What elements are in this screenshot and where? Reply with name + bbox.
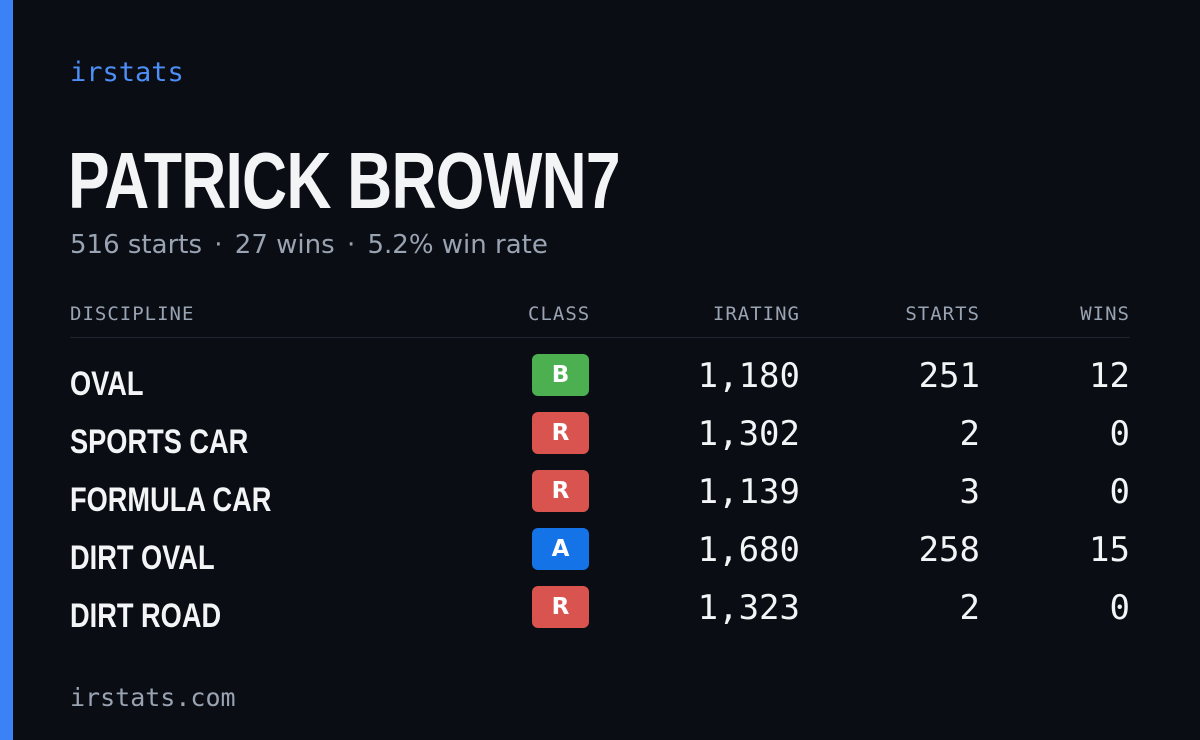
row-irating: 1,139 bbox=[697, 472, 800, 512]
class-badge: R bbox=[532, 586, 589, 628]
row-starts: 2 bbox=[959, 414, 980, 454]
row-discipline: DIRT OVAL bbox=[70, 539, 215, 577]
class-badge: B bbox=[532, 354, 589, 396]
row-starts: 3 bbox=[959, 472, 980, 512]
summary-wins: 27 wins bbox=[234, 230, 335, 260]
table-header: DISCIPLINE CLASS IRATING STARTS WINS bbox=[70, 300, 1130, 328]
player-summary: 516 starts · 27 wins · 5.2% win rate bbox=[70, 228, 548, 262]
header-discipline: DISCIPLINE bbox=[70, 303, 195, 325]
summary-starts: 516 starts bbox=[70, 230, 202, 260]
brand-logo-text: irstats bbox=[70, 57, 184, 88]
class-badge: R bbox=[532, 470, 589, 512]
table-row: FORMULA CAR R 1,139 3 0 bbox=[70, 470, 1130, 522]
table-row: OVAL B 1,180 251 12 bbox=[70, 354, 1130, 406]
summary-win-rate: 5.2% win rate bbox=[367, 230, 548, 260]
header-divider bbox=[70, 337, 1130, 338]
summary-separator: · bbox=[346, 230, 356, 260]
row-wins: 15 bbox=[1089, 530, 1130, 570]
header-wins: WINS bbox=[1080, 303, 1130, 325]
row-wins: 0 bbox=[1109, 588, 1130, 628]
row-discipline: SPORTS CAR bbox=[70, 423, 249, 461]
row-starts: 258 bbox=[918, 530, 980, 570]
row-irating: 1,302 bbox=[697, 414, 800, 454]
footer-url: irstats.com bbox=[70, 683, 236, 712]
player-name: PATRICK BROWN7 bbox=[68, 136, 621, 225]
row-discipline: OVAL bbox=[70, 365, 144, 403]
accent-bar bbox=[0, 0, 13, 740]
row-wins: 0 bbox=[1109, 472, 1130, 512]
header-irating: IRATING bbox=[712, 303, 800, 325]
row-irating: 1,180 bbox=[697, 356, 800, 396]
row-wins: 12 bbox=[1089, 356, 1130, 396]
row-starts: 2 bbox=[959, 588, 980, 628]
table-row: DIRT ROAD R 1,323 2 0 bbox=[70, 586, 1130, 638]
row-starts: 251 bbox=[918, 356, 980, 396]
class-badge: A bbox=[532, 528, 589, 570]
row-discipline: DIRT ROAD bbox=[70, 597, 222, 635]
row-irating: 1,680 bbox=[697, 530, 800, 570]
summary-separator: · bbox=[214, 230, 223, 260]
row-discipline: FORMULA CAR bbox=[70, 481, 272, 519]
table-row: SPORTS CAR R 1,302 2 0 bbox=[70, 412, 1130, 464]
header-starts: STARTS bbox=[905, 303, 980, 325]
table-row: DIRT OVAL A 1,680 258 15 bbox=[70, 528, 1130, 580]
row-irating: 1,323 bbox=[697, 588, 800, 628]
header-class: CLASS bbox=[528, 303, 591, 325]
row-wins: 0 bbox=[1109, 414, 1130, 454]
class-badge: R bbox=[532, 412, 589, 454]
